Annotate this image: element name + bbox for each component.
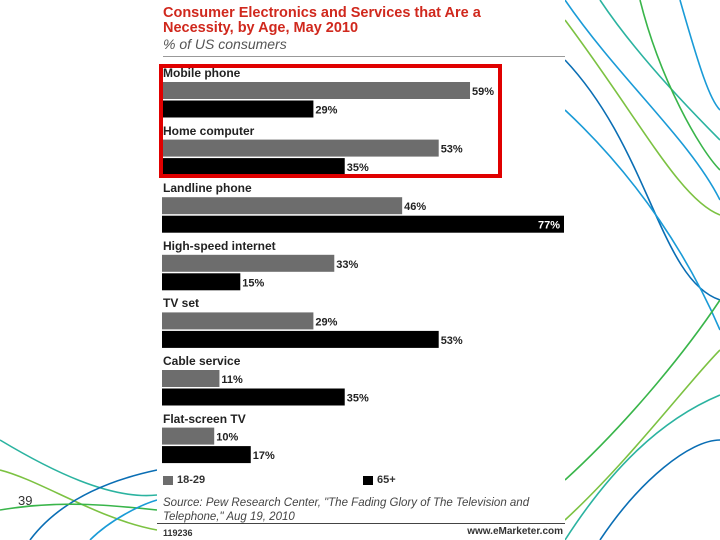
data-label-cable-service-65: 35% (347, 393, 369, 405)
bar-mobile-phone-18-29 (162, 82, 471, 99)
brand-url: www.eMarketer.com (467, 526, 563, 537)
bar-mobile-phone-65 (162, 100, 314, 118)
data-label-high-speed-internet-18-29: 33% (336, 259, 358, 271)
category-label-home-computer: Home computer (163, 123, 255, 138)
decorative-line (29, 469, 158, 540)
legend-swatch-18-29 (163, 475, 173, 485)
legend-label-18-29: 18-29 (177, 474, 206, 486)
chart-title-line-2: Necessity, by Age, May 2010 (163, 20, 359, 36)
chart-id: 119236 (163, 528, 193, 538)
bar-flat-screen-tv-65 (162, 446, 251, 464)
slide-number: 39 (18, 493, 33, 508)
decorative-line (599, 0, 720, 141)
chart-panel: Consumer Electronics and Services that A… (157, 0, 565, 540)
decorative-line (89, 499, 158, 540)
data-label-flat-screen-tv-18-29: 10% (216, 432, 238, 444)
data-label-landline-phone-65: 77% (538, 220, 560, 232)
footer-rule (157, 523, 565, 524)
legend-item-65-plus: 65+ (363, 474, 396, 486)
chart-title-line-1: Consumer Electronics and Services that A… (163, 5, 481, 21)
category-label-cable-service: Cable service (163, 354, 241, 368)
bar-landline-phone-65 (162, 215, 564, 233)
decorative-line (564, 394, 720, 540)
category-label-flat-screen-tv: Flat-screen TV (163, 411, 246, 426)
data-label-tv-set-18-29: 29% (315, 316, 337, 328)
bar-chart: 59% 29% 53% 35% 46% 77% 33% 15% 29% 53% 11% 35% 10% 1… (162, 82, 564, 464)
decorative-line (564, 0, 720, 201)
category-label-tv-set: TV set (163, 296, 200, 311)
bar-cable-service-65 (162, 388, 345, 406)
data-label-high-speed-internet-65: 15% (242, 277, 264, 289)
chart-subtitle: % of US consumers (163, 36, 287, 52)
category-label-landline-phone: Landline phone (163, 181, 252, 196)
data-label-tv-set-65: 53% (441, 335, 463, 347)
legend-swatch-65-plus (363, 475, 373, 485)
bar-cable-service-18-29 (162, 370, 220, 387)
bar-home-computer-65 (162, 158, 345, 176)
legend-label-65-plus: 65+ (377, 474, 396, 486)
decorative-line (0, 503, 158, 511)
bar-high-speed-internet-18-29 (162, 254, 335, 272)
decorative-line (599, 439, 720, 540)
decorative-line (564, 19, 720, 216)
decorative-line (639, 0, 720, 171)
category-label-high-speed-internet: High-speed internet (163, 238, 276, 253)
source-note: Source: Pew Research Center, "The Fading… (163, 497, 530, 523)
data-label-landline-phone-18-29: 46% (404, 201, 426, 213)
data-label-mobile-phone-18-29: 59% (472, 86, 494, 98)
title-divider (163, 56, 565, 57)
bar-home-computer-18-29 (162, 139, 439, 157)
bar-tv-set-65 (162, 330, 439, 348)
bar-high-speed-internet-65 (162, 273, 241, 291)
bar-flat-screen-tv-18-29 (162, 427, 215, 445)
decorative-line (679, 0, 720, 111)
data-label-home-computer-65: 35% (347, 162, 369, 174)
decorative-line (0, 469, 158, 531)
data-label-mobile-phone-65: 29% (315, 105, 337, 117)
decorative-line (564, 299, 720, 481)
decorative-line (0, 439, 158, 497)
decorative-line (564, 109, 720, 331)
data-label-cable-service-18-29: 11% (221, 374, 243, 386)
category-label-mobile-phone: Mobile phone (163, 66, 241, 80)
bar-landline-phone-18-29 (162, 197, 403, 215)
legend-item-18-29: 18-29 (163, 474, 205, 486)
decorative-line (564, 349, 720, 521)
data-label-flat-screen-tv-65: 17% (253, 450, 275, 462)
data-label-home-computer-18-29: 53% (441, 144, 463, 156)
bar-tv-set-18-29 (162, 312, 314, 330)
